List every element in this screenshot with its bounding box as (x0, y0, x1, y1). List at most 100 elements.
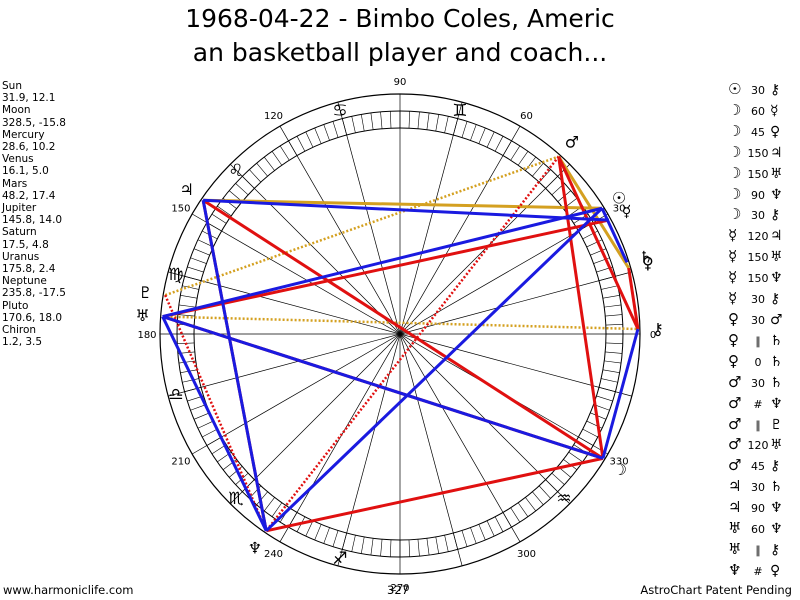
aspect-angle: 30 (751, 313, 765, 327)
aspect-planet-2: ♄ (770, 479, 783, 496)
planet-position-mars: 48.2, 17.4 (2, 189, 56, 202)
degree-tick (190, 404, 207, 411)
aspect-planet-2: ♆ (770, 270, 783, 287)
degree-tick (305, 131, 314, 148)
aspect-row: ♀ 0 ♄ (728, 352, 800, 373)
aspect-line (557, 155, 640, 330)
degree-tick (604, 304, 622, 308)
aspect-planet-2: ♅ (770, 249, 783, 266)
degree-tick (193, 248, 210, 256)
degree-tick (296, 136, 306, 152)
degree-tick (279, 145, 290, 161)
aspect-row: ♅ 60 ♆ (728, 519, 800, 540)
planet-position-venus: 16.1, 5.0 (2, 165, 49, 178)
degree-tick (332, 121, 339, 138)
aspect-line (202, 198, 604, 460)
degree-tick (264, 497, 275, 512)
degree-label: 90 (394, 77, 407, 88)
aspect-line (162, 315, 604, 460)
degree-tick (582, 428, 598, 438)
degree-tick (180, 294, 198, 299)
aspect-angle: 30 (751, 209, 765, 223)
degree-tick (370, 112, 374, 130)
aspect-row: ☽ 150 ♅ (728, 164, 800, 185)
degree-tick (408, 539, 411, 557)
planet-glyph-sun: ☉ (612, 189, 626, 208)
planet-glyph-moon: ☽ (613, 460, 627, 479)
degree-label: 0 (650, 330, 656, 341)
degree-tick (426, 538, 430, 556)
degree-tick (510, 145, 521, 161)
planet-name-pluto: Pluto (2, 299, 29, 312)
degree-tick (510, 507, 521, 523)
aspect-angle: 150 (747, 146, 769, 160)
degree-tick (478, 127, 486, 144)
degree-tick (408, 111, 411, 129)
aspect-row: ♅ ∥ ⚷ (728, 540, 800, 561)
planet-glyph-jupiter: ♃ (179, 180, 193, 199)
planet-glyph-mercury: ☿ (622, 201, 632, 220)
degree-tick (380, 111, 383, 129)
footer-credit: AstroChart Patent Pending (640, 583, 792, 597)
aspect-row: ♆ # ♀ (728, 561, 800, 582)
planet-name-neptune: Neptune (2, 275, 47, 288)
aspect-row: ♂ # ♆ (728, 394, 800, 415)
aspect-planet-1: ☉ (728, 80, 742, 98)
degree-tick (193, 412, 210, 420)
degree-tick (222, 459, 237, 470)
aspect-planet-1: ♂ (728, 456, 742, 475)
aspect-planet-2: ♄ (770, 353, 783, 370)
aspect-planet-2: ⚷ (770, 207, 781, 224)
aspect-planet-1: ♃ (728, 498, 742, 517)
zodiac-sign-glyph: ♊ (452, 101, 467, 121)
aspect-planet-1: ♀ (728, 309, 739, 328)
degree-tick (182, 378, 199, 383)
planet-glyph-uranus: ♅ (136, 306, 150, 325)
degree-tick (517, 502, 529, 517)
degree-label: 150 (171, 204, 190, 215)
degree-tick (256, 491, 268, 506)
planet-position-pluto: 170.6, 18.0 (2, 311, 63, 324)
degree-tick (305, 520, 314, 537)
degree-tick (435, 114, 440, 132)
planet-position-mercury: 28.6, 10.2 (2, 141, 56, 154)
degree-tick (494, 516, 504, 532)
chart-title: 1968-04-22 - Bimbo Coles, Americ an bask… (0, 2, 800, 70)
zodiac-sign-glyph: ♏ (228, 489, 243, 509)
aspect-planet-1: ☽ (728, 142, 742, 161)
aspect-angle: 45 (751, 125, 765, 139)
aspect-line (265, 207, 604, 532)
aspect-angle: 30 (751, 84, 765, 97)
planet-name-uranus: Uranus (2, 250, 40, 263)
zodiac-sign-glyph: ♒ (556, 489, 571, 509)
aspect-line (627, 267, 640, 330)
degree-label: 30 (613, 204, 626, 215)
degree-tick (360, 536, 365, 554)
aspect-planet-1: ♂ (728, 435, 742, 454)
degree-tick (517, 151, 529, 166)
aspect-planet-1: ☽ (728, 205, 742, 224)
aspect-planet-2: ♆ (770, 395, 783, 412)
aspect-line (203, 198, 603, 210)
degree-tick (417, 111, 420, 129)
degree-tick (360, 114, 365, 132)
aspect-angle: 90 (751, 502, 765, 516)
degree-tick (182, 285, 199, 290)
degree-tick (601, 378, 618, 383)
degree-tick (605, 351, 623, 354)
planet-name-chiron: Chiron (2, 324, 37, 337)
aspect-angle: ∥ (755, 543, 761, 557)
degree-tick (351, 535, 356, 552)
footer-number: 327 (387, 583, 409, 597)
aspect-row: ☿ 30 ⚷ (728, 289, 800, 310)
aspect-line (162, 315, 638, 331)
aspect-planet-1: ☽ (728, 100, 742, 119)
aspect-row: ♂ ∥ ♇ (728, 415, 800, 436)
aspect-line (601, 328, 640, 459)
aspect-planet-2: ♀ (770, 123, 781, 140)
aspect-angle: 30 (751, 376, 765, 390)
degree-tick (217, 205, 232, 217)
degree-tick (486, 520, 495, 537)
aspect-planet-2: ♆ (770, 500, 783, 517)
